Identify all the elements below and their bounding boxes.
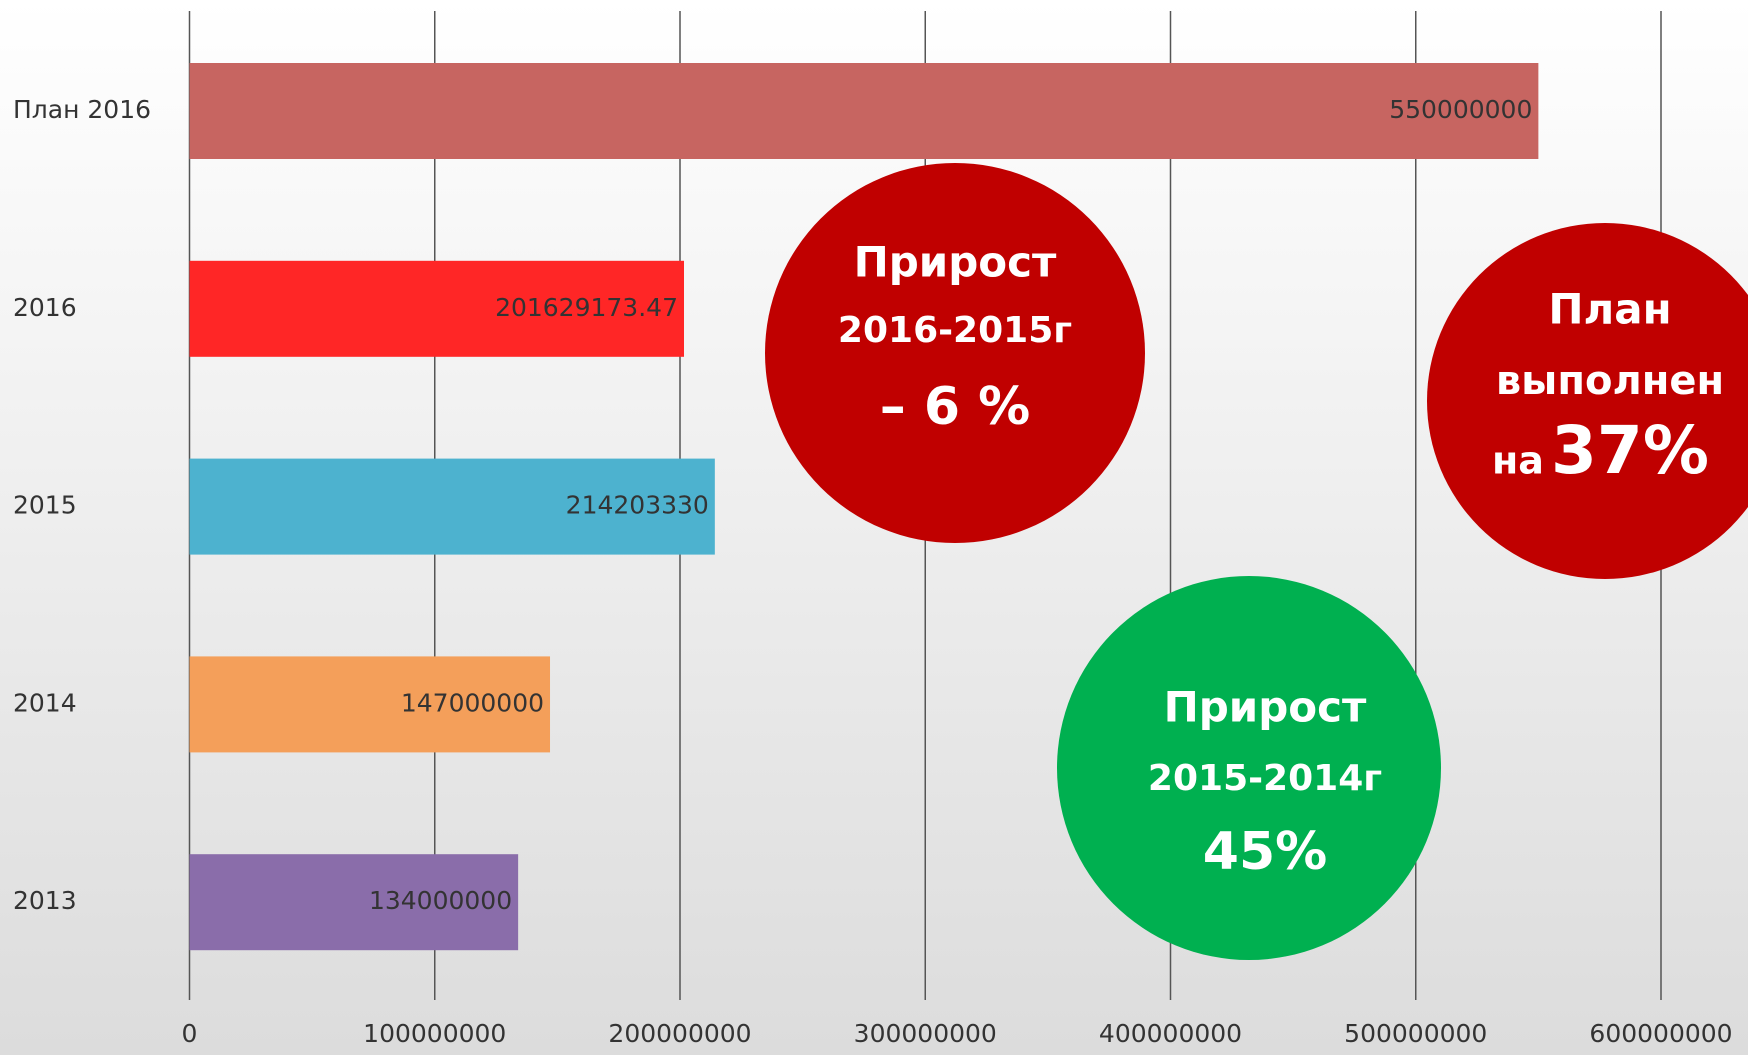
x-tick-label: 400000000 xyxy=(1099,1019,1242,1048)
annotation-text: выполнен xyxy=(1496,358,1724,404)
data-label: 134000000 xyxy=(369,886,512,915)
annotation-text: План xyxy=(1548,285,1671,334)
bar xyxy=(189,458,715,555)
x-tick-label: 300000000 xyxy=(854,1019,997,1048)
data-label: 214203330 xyxy=(566,491,709,520)
y-tick-label: 2013 xyxy=(13,886,77,915)
x-tick-label: 500000000 xyxy=(1344,1019,1487,1048)
plot: 0 100000000 200000000 300000000 400000000 500… xyxy=(13,11,1733,1048)
annotation: Прирост 2016-2015г – 6 % xyxy=(765,163,1145,543)
annotation: Прирост 2015-2014г 45% xyxy=(1057,576,1441,960)
annotation-text: Прирост xyxy=(854,238,1057,287)
x-tick-label: 200000000 xyxy=(608,1019,751,1048)
annotation-text: Прирост xyxy=(1164,683,1367,732)
bar xyxy=(189,656,551,753)
bar xyxy=(189,63,1539,159)
annotation-text: 37% xyxy=(1551,412,1709,489)
y-tick-label: 2016 xyxy=(13,293,77,322)
annotation-circle xyxy=(1427,223,1748,579)
x-tick-label: 600000000 xyxy=(1589,1019,1732,1048)
annotation-text: – 6 % xyxy=(880,377,1031,437)
bar xyxy=(189,854,519,951)
data-label: 147000000 xyxy=(401,688,544,717)
y-tick-label: План 2016 xyxy=(13,95,151,124)
annotation-text: 45% xyxy=(1203,822,1327,882)
x-tick-label: 0 xyxy=(182,1019,198,1048)
y-tick-label: 2015 xyxy=(13,491,77,520)
x-tick-label: 100000000 xyxy=(363,1019,506,1048)
annotation: План выполнен на 37% xyxy=(1427,223,1748,579)
data-label: 201629173.47 xyxy=(495,293,678,322)
annotation-circle xyxy=(765,163,1145,543)
bar xyxy=(189,260,684,357)
annotation-text: 2016-2015г xyxy=(838,310,1072,351)
data-label: 550000000 xyxy=(1389,95,1532,124)
annotation-text: на xyxy=(1492,439,1544,483)
y-tick-label: 2014 xyxy=(13,688,77,717)
annotation-text: 2015-2014г xyxy=(1148,758,1382,799)
annotation-circle xyxy=(1057,576,1441,960)
